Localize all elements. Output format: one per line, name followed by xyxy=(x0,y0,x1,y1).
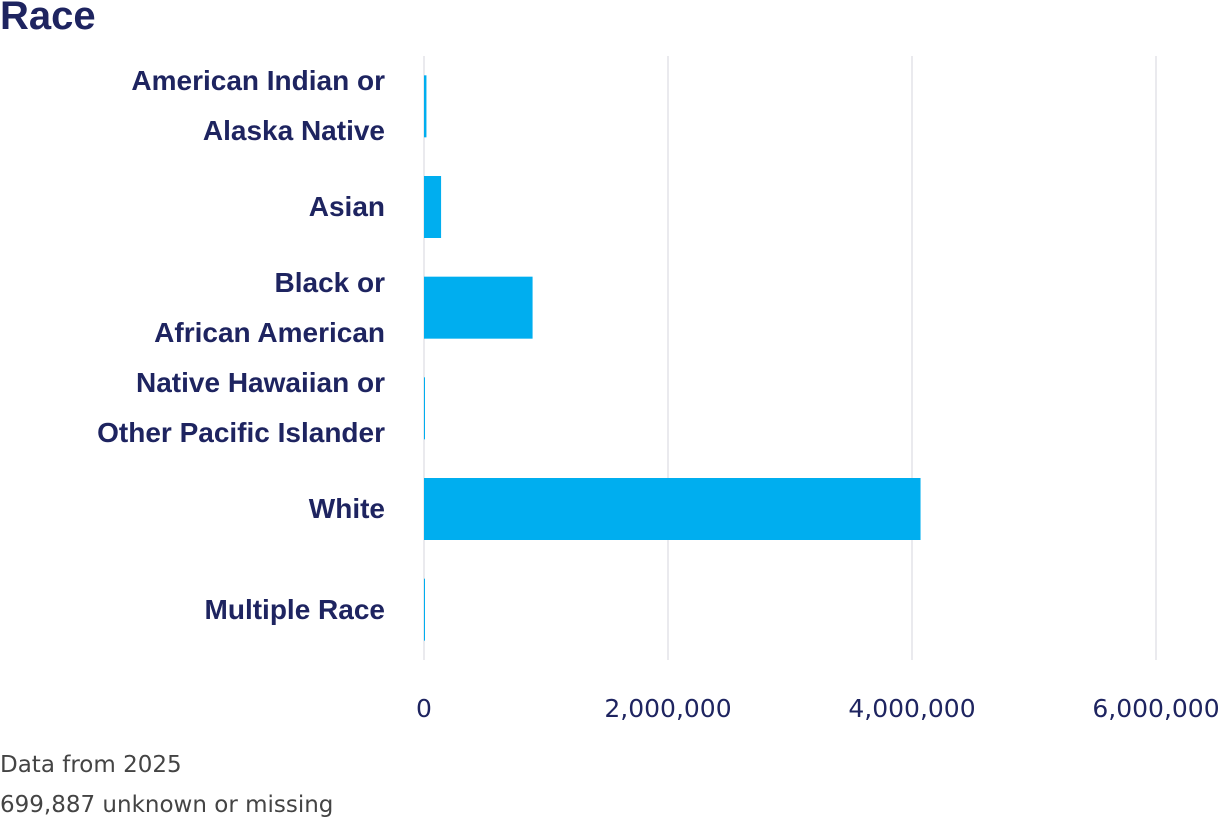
bar xyxy=(424,276,533,339)
x-tick-label: 6,000,000 xyxy=(1092,694,1220,723)
bar xyxy=(424,578,425,641)
bar xyxy=(424,176,442,238)
footnote: 699,887 unknown or missing xyxy=(0,792,334,818)
y-tick-label: Black or African American xyxy=(154,266,385,348)
bar xyxy=(424,75,427,138)
x-tick-label: 2,000,000 xyxy=(604,694,732,723)
footnote: Data from 2025 xyxy=(0,752,182,778)
y-tick-label: White xyxy=(308,493,385,524)
y-tick-label: American Indian or Alaska Native xyxy=(131,65,385,147)
chart-title: Race xyxy=(0,0,96,38)
x-tick-label: 4,000,000 xyxy=(848,694,976,723)
x-tick-label: 0 xyxy=(416,694,432,723)
y-tick-label: Asian xyxy=(308,191,385,222)
y-tick-label: Native Hawaiian or Other Pacific Islande… xyxy=(97,367,385,449)
y-tick-label: Multiple Race xyxy=(204,593,385,625)
bar xyxy=(424,377,425,440)
bar xyxy=(424,478,921,540)
